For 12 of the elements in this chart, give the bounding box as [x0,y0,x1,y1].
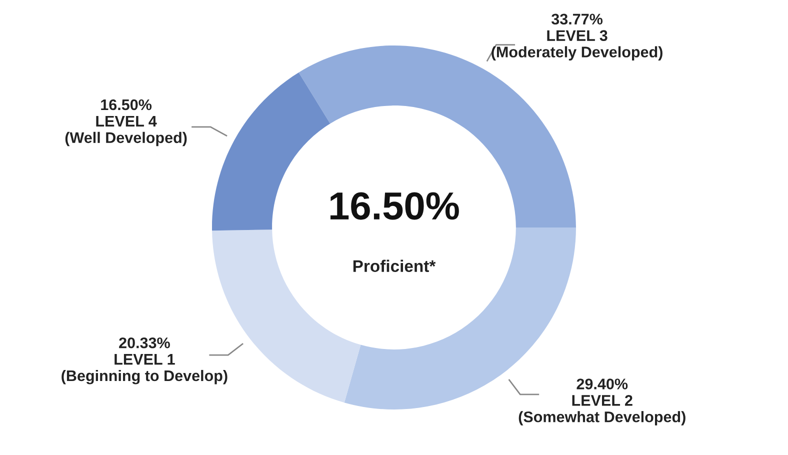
data-label: 29.40% [576,378,628,390]
data-label: 16.50% [101,99,152,110]
text: 16.50% [330,192,459,220]
donut-slice [298,46,576,228]
text: Proficient* [353,260,436,272]
slice-label: LEVEL 2 (Somewhat Developed) [518,395,686,426]
data-label: 20.33% [119,337,170,348]
donut-slice [212,72,330,231]
data-label: 33.77% [551,14,603,25]
slice-label: LEVEL 4 (Well Developed) [65,116,187,146]
slice-label: LEVEL 1 (Beginning to Develop) [62,354,228,384]
slice-label: LEVEL 3 (Moderately Developed) [492,30,662,60]
